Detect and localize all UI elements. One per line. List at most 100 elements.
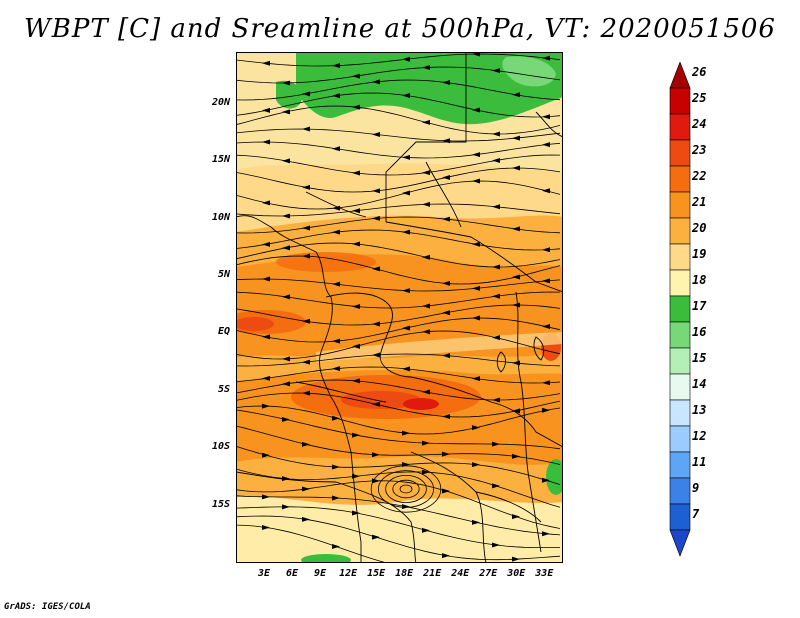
vortex-streamline	[370, 465, 442, 513]
streamline	[236, 468, 561, 508]
colorbar-label: 18	[692, 273, 707, 287]
streamline-arrow	[262, 60, 270, 66]
streamline-arrow	[372, 401, 380, 407]
streamline	[236, 480, 561, 529]
streamline	[236, 53, 561, 67]
streamline	[236, 515, 561, 561]
streamline-arrow	[422, 201, 430, 207]
streamline-arrow	[512, 165, 520, 171]
lon-tick-label: 27E	[479, 568, 498, 579]
streamline-arrow	[352, 473, 360, 479]
colorbar-segment	[669, 295, 691, 323]
streamline-arrow	[402, 229, 410, 235]
streamline-arrow	[332, 338, 340, 344]
chart-title: WBPT [C] and Sreamline at 500hPa, VT: 20…	[24, 14, 776, 44]
streamline-arrow	[472, 107, 480, 113]
streamline-arrow	[352, 241, 360, 247]
streamline-arrow	[512, 514, 520, 520]
lon-tick-label: 12E	[339, 568, 358, 579]
colorbar-label: 7	[692, 507, 700, 521]
colorbar-label: 21	[692, 195, 707, 209]
streamline-arrow	[422, 329, 430, 335]
streamline-arrow	[512, 226, 520, 232]
streamline-arrow	[282, 504, 290, 510]
colorbar-label: 24	[692, 117, 707, 131]
colorbar-label: 22	[692, 169, 707, 183]
streamline-arrow	[492, 68, 500, 74]
streamline-arrow	[512, 92, 520, 98]
streamline-arrow	[372, 215, 380, 221]
streamline-arrow	[262, 334, 270, 340]
streamline-arrow	[442, 414, 450, 420]
lat-tick-label: 10S	[211, 441, 230, 453]
wbpt-field-17-18-se	[546, 459, 563, 495]
streamline-arrow	[442, 310, 450, 316]
vortex-streamline	[377, 470, 434, 508]
colorbar	[669, 62, 691, 557]
lon-tick-label: 9E	[314, 568, 327, 579]
streamline-arrow	[372, 452, 380, 458]
streamline-arrow	[542, 114, 550, 120]
streamline-arrow	[422, 469, 430, 475]
streamline-arrow	[302, 253, 310, 259]
lat-tick-label: 5N	[217, 268, 230, 280]
streamline-arrow	[442, 216, 450, 222]
streamline-arrow	[472, 519, 480, 525]
streamline-arrow	[352, 432, 360, 438]
streamline	[236, 445, 561, 485]
streamline-arrow	[372, 534, 380, 540]
map-panel	[236, 52, 563, 563]
colorbar-label: 20	[692, 221, 707, 235]
streamline-arrow	[332, 146, 340, 152]
map-frame	[236, 52, 563, 563]
streamline	[236, 506, 561, 548]
streamline	[236, 317, 561, 343]
streamline-arrow	[442, 353, 450, 359]
wbpt-field-16-17	[502, 56, 556, 87]
streamline-arrow	[282, 356, 290, 362]
lon-tick-label: 18E	[395, 568, 414, 579]
colorbar-segment	[669, 165, 691, 193]
streamline-arrow	[402, 190, 410, 196]
streamline-arrow	[262, 107, 270, 113]
colorbar-segment	[669, 269, 691, 297]
wbpt-field-24-25	[403, 398, 439, 410]
streamline-arrow	[332, 415, 340, 421]
streamline-arrow	[262, 524, 270, 530]
colorbar-label: 15	[692, 351, 707, 365]
colorbar-label: 14	[692, 377, 707, 391]
streamline-arrow	[492, 204, 500, 210]
streamline-arrow	[402, 56, 410, 62]
vortex-streamline	[385, 474, 427, 503]
streamline-arrow	[442, 174, 450, 180]
lon-tick-label: 30E	[507, 568, 526, 579]
streamline-arrow	[372, 352, 380, 358]
streamline-arrow	[542, 188, 550, 194]
streamline-arrow	[262, 241, 270, 247]
streamline-arrow	[492, 131, 500, 137]
streamline-arrow	[542, 380, 550, 386]
streamline-arrow	[302, 390, 310, 396]
streamline-arrow	[302, 318, 310, 324]
colorbar-segment	[669, 321, 691, 349]
lat-tick-label: 15N	[211, 154, 230, 166]
streamline	[236, 79, 561, 101]
streamline-arrow	[282, 381, 290, 387]
streamline	[236, 141, 561, 159]
vortex-streamline	[399, 484, 413, 494]
streamline-arrow	[282, 245, 290, 251]
lat-tick-label: EQ	[217, 326, 230, 338]
streamline	[236, 392, 561, 418]
lon-tick-label: 24E	[451, 568, 470, 579]
colorbar-segment	[669, 451, 691, 479]
colorbar-label: 23	[692, 143, 707, 157]
streamline-arrow	[472, 376, 480, 382]
streamline-arrow	[402, 288, 410, 294]
wbpt-field-23-24	[341, 391, 421, 409]
streamline-arrow	[492, 397, 500, 403]
streamline-arrow	[332, 495, 340, 501]
lon-tick-label: 15E	[367, 568, 386, 579]
streamline-arrow	[332, 366, 340, 372]
streamline-arrow	[442, 451, 450, 457]
streamline-arrow	[372, 79, 380, 85]
